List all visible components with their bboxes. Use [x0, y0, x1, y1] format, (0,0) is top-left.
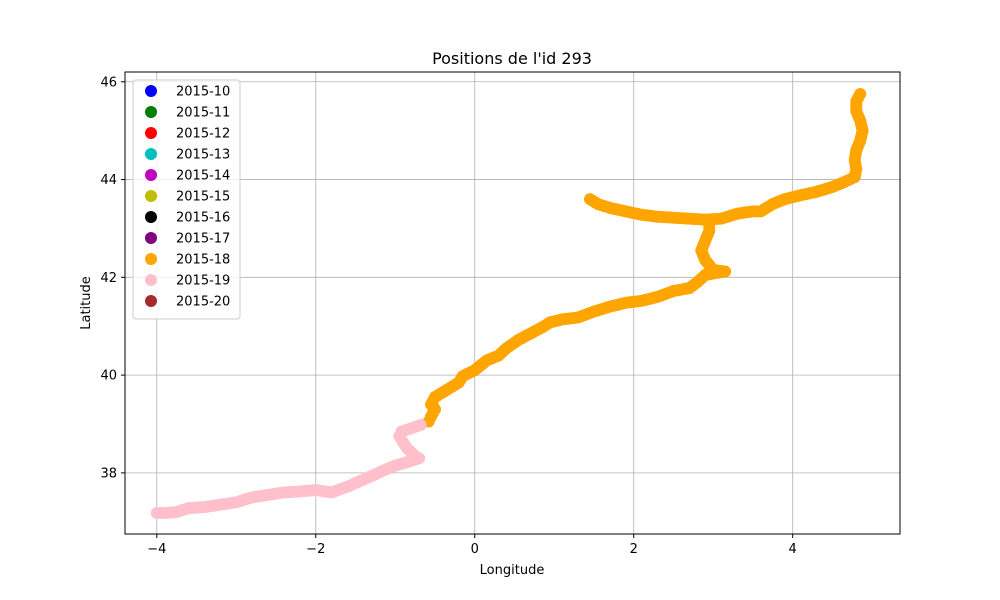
legend-label: 2015-17	[176, 232, 230, 247]
y-axis-label: Latitude	[79, 276, 94, 330]
x-tick-label: −4	[147, 542, 166, 557]
y-tick-label: 42	[100, 271, 117, 286]
plot-frame	[124, 71, 901, 535]
legend-marker	[145, 274, 157, 286]
y-tick-label: 46	[100, 75, 117, 90]
legend-label: 2015-12	[176, 127, 230, 142]
legend-marker	[145, 253, 157, 265]
x-tick-label: 4	[789, 542, 797, 557]
legend-marker	[145, 85, 157, 97]
y-axis-ticks: 38 40 42 44 46	[100, 75, 125, 481]
legend-label: 2015-16	[176, 211, 230, 226]
legend-marker	[145, 190, 157, 202]
legend: 2015-10 2015-11 2015-12 2015-13 2015-14 2015-…	[132, 79, 241, 320]
y-tick-label: 38	[100, 466, 117, 481]
y-tick-label: 44	[100, 173, 117, 188]
legend-box	[132, 79, 241, 320]
chart-title: Positions de l'id 293	[432, 49, 592, 68]
data-point	[150, 506, 163, 519]
legend-label: 2015-15	[176, 190, 230, 205]
legend-label: 2015-10	[176, 85, 230, 100]
legend-label: 2015-20	[176, 295, 230, 310]
legend-marker	[145, 232, 157, 244]
legend-marker	[145, 106, 157, 118]
legend-marker	[145, 295, 157, 307]
legend-label: 2015-18	[176, 253, 230, 268]
legend-marker	[145, 169, 157, 181]
legend-label: 2015-19	[176, 274, 230, 289]
data-point	[854, 88, 867, 100]
legend-marker	[145, 127, 157, 139]
x-tick-label: 2	[630, 542, 638, 557]
legend-label: 2015-13	[176, 148, 230, 163]
x-tick-label: 0	[471, 542, 479, 557]
x-axis-label: Longitude	[480, 563, 545, 578]
legend-label: 2015-14	[176, 169, 230, 184]
y-tick-label: 40	[100, 369, 117, 384]
gridlines	[125, 72, 900, 534]
legend-label: 2015-11	[176, 106, 230, 121]
data-points	[150, 88, 869, 519]
legend-marker	[145, 211, 157, 223]
x-axis-ticks: −4 −2 0 2 4	[147, 534, 797, 557]
legend-marker	[145, 148, 157, 160]
x-tick-label: −2	[306, 542, 325, 557]
